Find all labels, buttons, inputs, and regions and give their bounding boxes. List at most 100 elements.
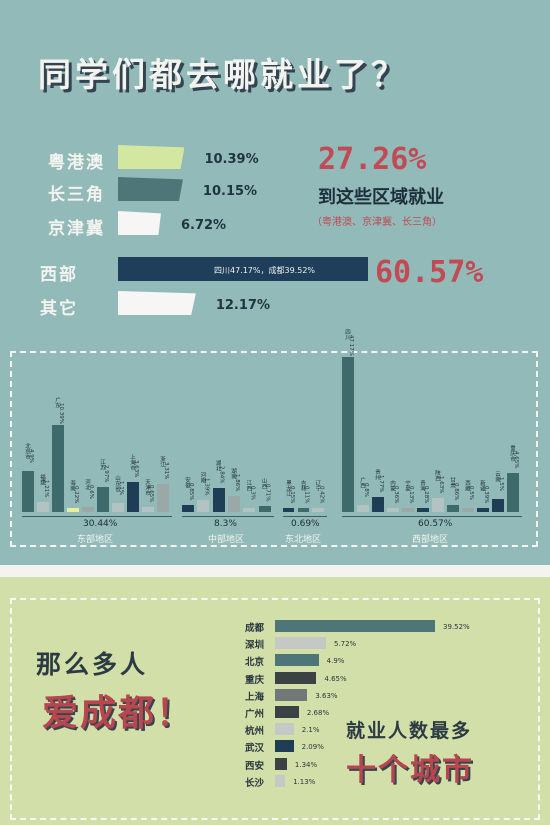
province-value: 0.5% [468, 485, 474, 500]
province-label: 江西 [245, 480, 252, 491]
west-pct: 60.57% [375, 255, 484, 290]
city-value: 2.1% [301, 726, 320, 735]
province-label: 湖北 [214, 460, 221, 472]
province-value: 3.31% [163, 462, 169, 480]
province-value: 47.17% [348, 335, 354, 356]
city-value: 5.72% [333, 640, 357, 649]
section-divider [0, 565, 550, 577]
city-value: 39.52% [443, 623, 470, 631]
province-bar [197, 500, 210, 512]
province-label: 贵州 [374, 469, 380, 481]
province-label: 西藏 [464, 479, 470, 491]
province-label: 甘肃 [449, 476, 455, 488]
city-bar [275, 706, 299, 718]
right-headline: 就业人数最多 [346, 720, 473, 742]
group-total: 8.3% [214, 519, 237, 529]
city-label: 上海 [245, 691, 265, 703]
province-value: 1.39% [203, 478, 210, 496]
province-bar [417, 508, 429, 512]
province-value: 0.6% [88, 484, 94, 499]
group-baseline [283, 516, 327, 517]
group-baseline [182, 516, 274, 517]
province-label: 安徽 [184, 476, 190, 488]
province-bar [283, 508, 295, 512]
city-label: 西安 [245, 760, 265, 772]
city-value: 2.09% [301, 743, 324, 752]
city-value: 2.68% [306, 709, 330, 717]
province-bar [52, 424, 64, 512]
province-bar [142, 506, 154, 512]
group-name: 东北地区 [285, 535, 322, 545]
province-bar [387, 508, 399, 512]
province-value: 0.28% [423, 486, 429, 504]
region-value: 10.15% [202, 184, 258, 199]
province-value: 4.65% [513, 450, 519, 469]
province-bar [402, 508, 414, 512]
region-section [0, 0, 550, 565]
province-label: 广西 [359, 477, 365, 489]
region-value: 12.17% [215, 298, 270, 313]
province-bar [228, 496, 240, 512]
province-value: 0.42% [318, 486, 325, 504]
province-bar [342, 357, 354, 512]
province-value: 0.39% [483, 486, 489, 504]
province-bar [492, 499, 504, 512]
group-baseline [342, 516, 522, 517]
province-bar [22, 470, 34, 512]
province-label: 青海 [419, 480, 425, 491]
province-value: 4.9% [28, 448, 34, 463]
city-bar [275, 620, 435, 632]
region-bar [118, 211, 161, 235]
group-total: 30.44% [83, 519, 118, 529]
province-value: 1.86% [234, 474, 240, 492]
province-value: 0.65% [148, 484, 154, 503]
province-label: 新疆 [479, 480, 485, 491]
region-bar [118, 291, 196, 315]
city-label: 深圳 [245, 640, 265, 652]
province-label: 浙江 [159, 456, 165, 468]
city-bar [275, 723, 294, 736]
city-label: 成都 [245, 623, 265, 634]
city-bar [275, 671, 317, 684]
region-label: 粤港澳 [48, 153, 105, 173]
city-label: 广州 [245, 709, 265, 720]
province-value: 0.8% [363, 483, 369, 498]
city-value: 1.34% [294, 760, 318, 769]
province-value: 1.1% [118, 480, 124, 495]
summary-pct: 27.26% [318, 142, 427, 177]
province-value: 1.21% [43, 479, 49, 498]
province-value: 0.36% [393, 486, 399, 504]
group-name: 中部地区 [208, 535, 245, 545]
province-bar [82, 506, 94, 512]
city-bar [275, 757, 287, 770]
province-value: 10.39% [58, 402, 64, 424]
city-bar [275, 740, 294, 753]
city-bar [275, 774, 286, 787]
group-total: 0.69% [291, 519, 320, 529]
province-value: 0.71% [264, 484, 271, 502]
province-label: 吉林 [299, 480, 306, 491]
province-bar [258, 506, 271, 512]
province-bar [432, 498, 444, 512]
region-label: 京津冀 [48, 219, 105, 239]
group-total: 60.57% [418, 519, 453, 529]
page-title: 同学们都去哪就业了？ [38, 55, 408, 94]
region-label: 其它 [40, 299, 78, 319]
province-value: 0.13% [408, 486, 414, 504]
region-label: 西部 [40, 265, 78, 285]
province-label: 广东 [54, 396, 60, 408]
province-label: 山东省 [114, 474, 120, 492]
province-value: 0.85% [188, 482, 194, 501]
province-bar [447, 504, 459, 512]
province-bar [462, 507, 474, 512]
city-value: 3.63% [315, 691, 338, 700]
province-label: 海南 [69, 480, 75, 491]
province-bar [157, 484, 169, 512]
city-bar [275, 637, 326, 650]
summary-title: 到这些区域就业 [318, 187, 444, 208]
city-label: 重庆 [245, 674, 265, 686]
region-value: 6.72% [180, 218, 227, 233]
province-value: 0.22% [73, 486, 79, 504]
province-label: 湖南 [230, 468, 236, 480]
province-label: 陕西 [434, 470, 440, 482]
